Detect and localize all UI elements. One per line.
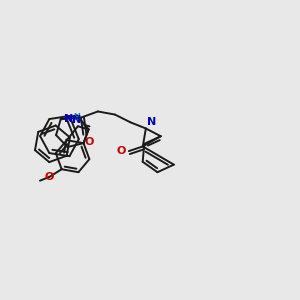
Text: O: O: [117, 146, 126, 156]
Text: N: N: [147, 117, 157, 127]
Text: O: O: [45, 172, 54, 182]
Text: O: O: [85, 137, 94, 147]
Text: H: H: [73, 112, 80, 122]
Text: N: N: [72, 115, 81, 125]
Text: N: N: [64, 114, 73, 124]
